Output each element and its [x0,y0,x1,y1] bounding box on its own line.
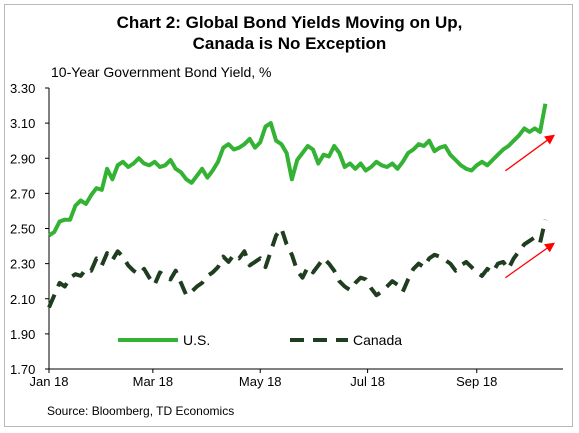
legend-label-canada: Canada [353,332,402,348]
y-tick-label: 3.10 [10,116,35,131]
x-tick-label: Jul 18 [350,374,385,389]
y-axis-label: 10-Year Government Bond Yield, % [51,64,272,80]
legend-label-us: U.S. [183,332,210,348]
x-tick-label: May 18 [239,374,282,389]
series-line-canada [47,219,548,309]
y-tick-label: 2.30 [10,257,35,272]
x-tick-label: Mar 18 [133,374,173,389]
y-tick-label: 3.30 [10,81,35,96]
y-tick-label: 1.70 [10,362,35,377]
y-tick-label: 2.10 [10,292,35,307]
canada-trend-arrow [505,242,556,279]
y-tick-label: 2.50 [10,222,35,237]
source-note: Source: Bloomberg, TD Economics [47,404,235,418]
y-tick-label: 1.90 [10,327,35,342]
series-line-us [47,103,548,238]
y-tick-label: 2.70 [10,186,35,201]
chart-frame [4,4,573,427]
x-tick-label: Jan 18 [29,374,68,389]
chart-title: Chart 2: Global Bond Yields Moving on Up… [0,12,579,54]
x-tick-label: Sep 18 [456,374,497,389]
us-trend-arrow [505,134,556,172]
chart-title-line1: Chart 2: Global Bond Yields Moving on Up… [116,13,463,32]
chart-title-line2: Canada is No Exception [192,34,387,53]
y-tick-label: 2.90 [10,151,35,166]
